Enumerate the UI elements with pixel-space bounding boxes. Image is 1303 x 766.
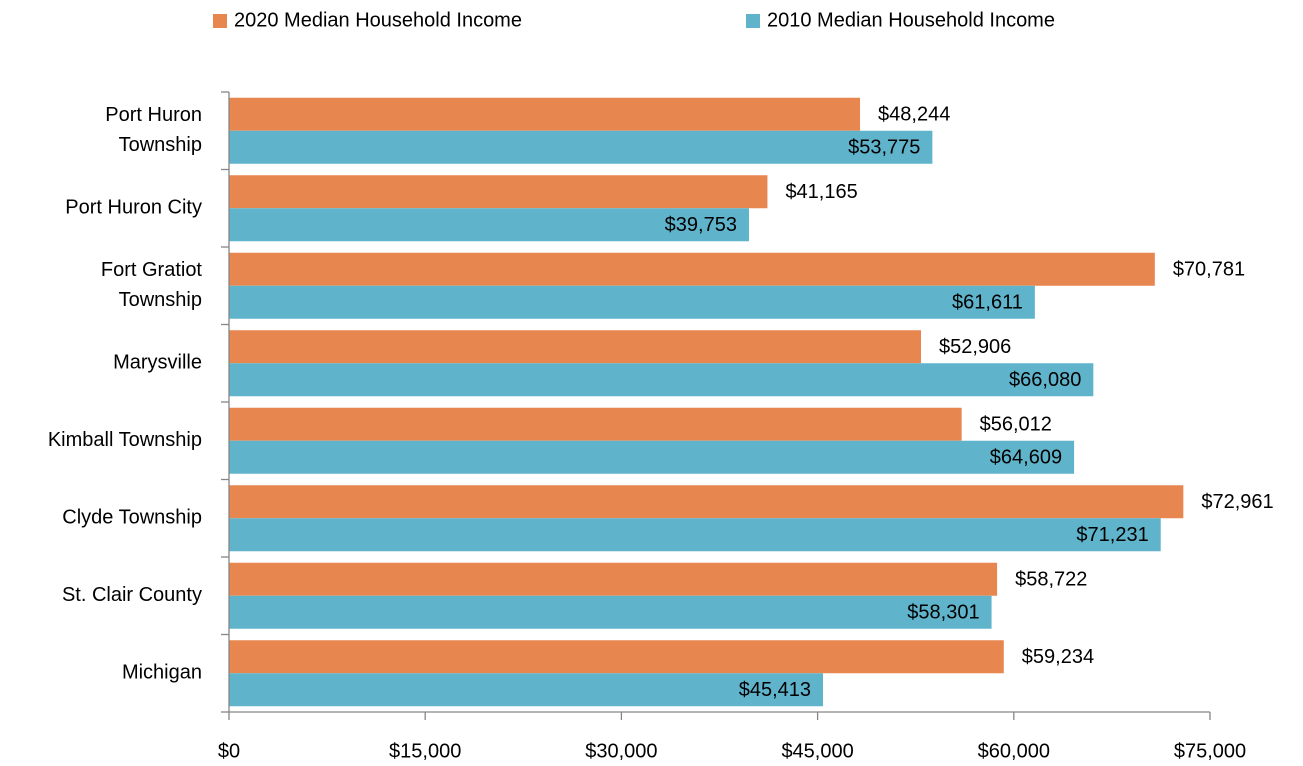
bar [229,97,861,131]
data-label: $59,234 [1022,646,1094,668]
bar [229,640,1004,674]
data-label: $66,080 [1009,369,1081,391]
bar [229,518,1161,552]
y-tick-label: Port Huron Township [105,104,202,156]
bar [229,562,998,596]
data-label: $58,722 [1015,569,1087,591]
x-tick-label: $45,000 [781,740,853,762]
bar [229,485,1184,519]
bar [229,363,1094,397]
data-label: $61,611 [952,292,1023,314]
y-tick-label: Fort Gratiot Township [101,259,203,311]
data-label: $52,906 [939,336,1011,358]
data-label: $58,301 [907,602,979,624]
bar [229,407,962,441]
bar [229,595,992,629]
x-tick-label: $0 [218,740,240,762]
data-label: $48,244 [878,104,950,126]
bar [229,175,768,209]
data-label: $56,012 [980,414,1052,436]
y-tick-label: Port Huron City [65,197,202,219]
legend-swatch [213,14,227,28]
bar [229,252,1155,286]
data-label: $41,165 [785,181,857,203]
data-label: $53,775 [848,137,920,159]
data-label: $64,609 [990,447,1062,469]
y-tick-label: Michigan [122,662,202,684]
x-tick-label: $30,000 [585,740,657,762]
data-label: $70,781 [1173,259,1245,281]
data-label: $39,753 [665,214,737,236]
legend-swatch [746,14,760,28]
bar [229,208,749,242]
bar [229,330,922,364]
x-tick-label: $15,000 [389,740,461,762]
bar [229,440,1075,474]
data-label: $45,413 [739,679,811,701]
y-tick-label: Clyde Township [62,507,202,529]
data-label: $72,961 [1201,491,1273,513]
legend-label: 2010 Median Household Income [767,9,1055,31]
x-tick-label: $75,000 [1174,740,1246,762]
data-label: $71,231 [1076,524,1148,546]
x-tick-label: $60,000 [978,740,1050,762]
y-tick-label: St. Clair County [62,584,202,606]
y-tick-label: Marysville [113,352,202,374]
legend-label: 2020 Median Household Income [234,9,522,31]
bar [229,130,933,164]
y-tick-label: Kimball Township [48,429,202,451]
bar [229,673,824,707]
bar [229,285,1035,319]
